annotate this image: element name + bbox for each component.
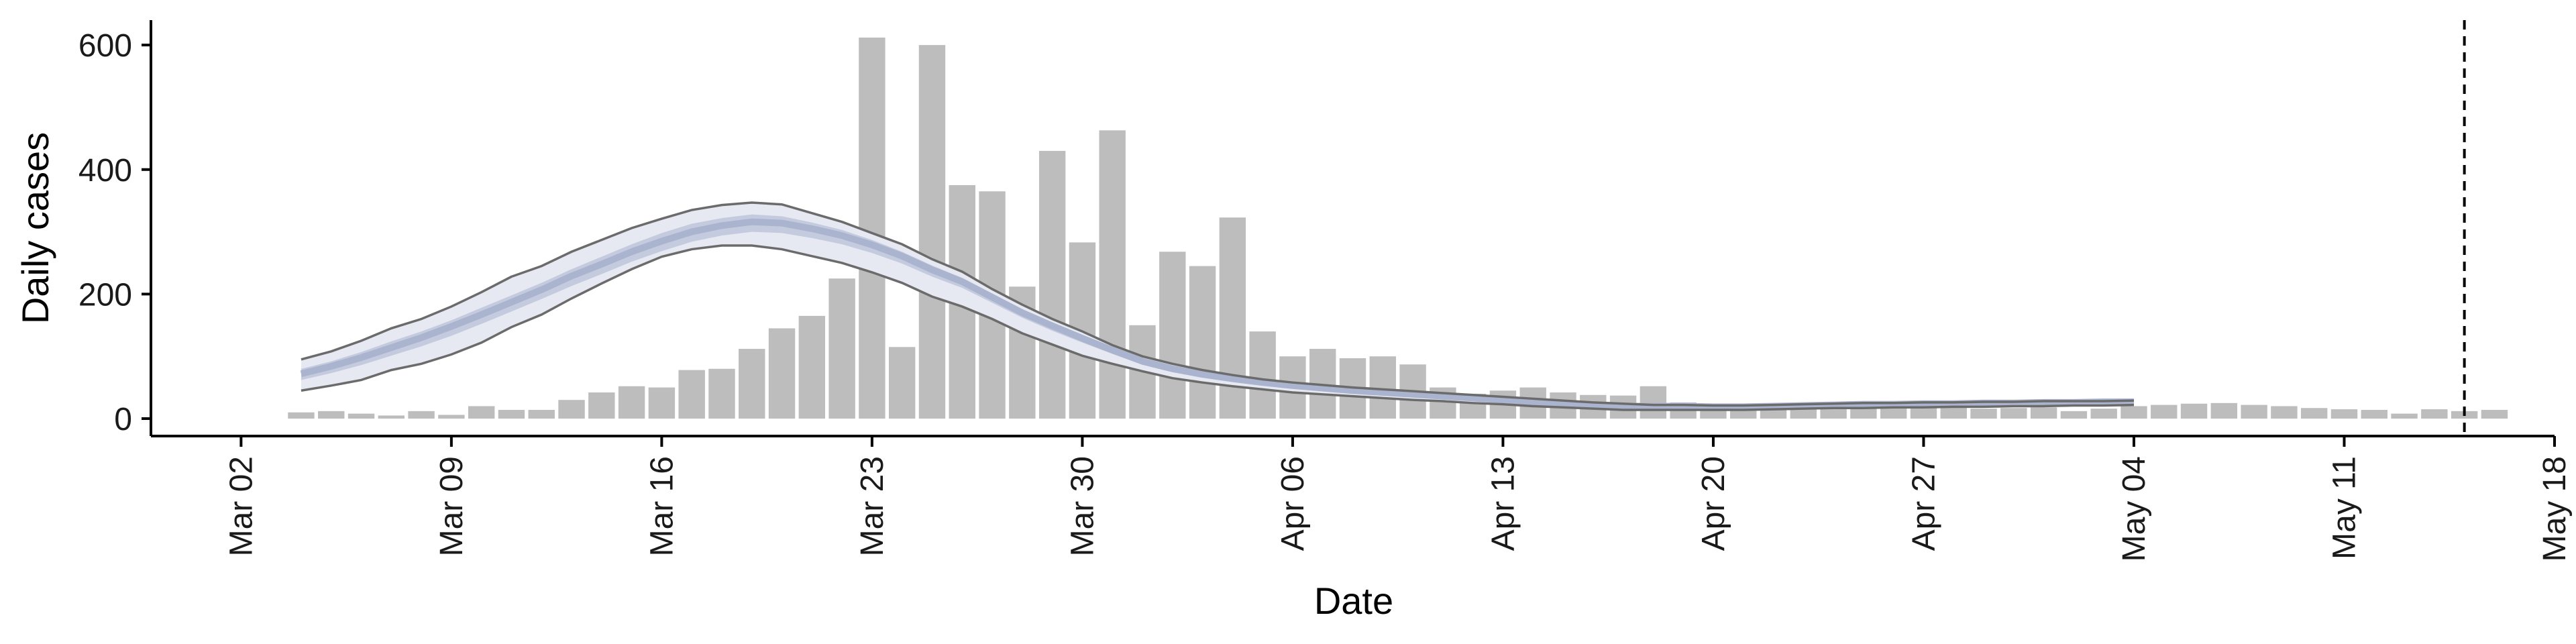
bar [1249, 331, 1276, 419]
bar [318, 411, 345, 419]
bar [2030, 407, 2057, 419]
bar [1640, 386, 1667, 419]
bar [1099, 130, 1126, 419]
x-tick-label: Mar 16 [644, 456, 680, 556]
bar [1910, 407, 1937, 419]
bar [468, 406, 495, 419]
bar [1970, 409, 1997, 419]
axes: 0 200 400 600 Mar 02 Mar 09 Mar 16 Mar 23 Mar 30… [78, 20, 2573, 561]
bar [498, 410, 525, 419]
median-estimate-line [300, 218, 2134, 411]
bar [798, 315, 826, 419]
bar [739, 349, 765, 419]
bar [1369, 356, 1396, 419]
bar [1159, 252, 1186, 419]
bar [678, 370, 705, 419]
bar [2271, 406, 2298, 419]
bar [1820, 409, 1847, 419]
bar [2241, 405, 2267, 419]
bar [588, 392, 615, 419]
bar [1850, 409, 1877, 419]
x-axis-title: Date [1314, 580, 1393, 622]
bar [2210, 402, 2238, 419]
bar [1189, 266, 1216, 419]
bar [2330, 409, 2358, 419]
y-tick-label: 200 [78, 277, 132, 313]
y-tick-label: 400 [78, 153, 132, 189]
plot-area [288, 20, 2508, 436]
bar [2391, 413, 2418, 419]
x-tick-label: Apr 20 [1696, 456, 1731, 551]
bar [2000, 408, 2027, 419]
bar [1219, 217, 1246, 419]
bar [2481, 410, 2508, 419]
bar [828, 278, 855, 419]
bar [347, 413, 375, 419]
bar [648, 387, 676, 419]
bar [378, 415, 405, 419]
x-tick-label: Mar 23 [855, 456, 890, 556]
bar [528, 410, 555, 419]
x-tick-label: May 18 [2537, 456, 2573, 561]
bar [2060, 411, 2088, 419]
x-tick-label: Apr 27 [1906, 456, 1941, 551]
outer-lower-line [301, 244, 2135, 411]
bar [618, 386, 645, 419]
y-tick-label: 0 [114, 402, 132, 437]
y-tick-label: 600 [78, 28, 132, 64]
bar [2300, 408, 2328, 419]
bar [918, 45, 946, 419]
bar [2151, 405, 2178, 419]
x-tick-label: May 11 [2326, 456, 2362, 559]
y-axis-title: Daily cases [14, 132, 56, 324]
bar [1940, 407, 1967, 419]
bar [558, 400, 585, 419]
outer-upper-line [301, 201, 2135, 407]
bar [2361, 410, 2387, 419]
x-tick-label: Apr 13 [1485, 456, 1521, 551]
bar [408, 411, 435, 419]
bar [2121, 406, 2147, 419]
x-tick-label: Apr 06 [1275, 456, 1311, 551]
x-tick-label: May 04 [2116, 456, 2152, 561]
bar [2180, 403, 2208, 419]
x-tick-label: Mar 09 [434, 456, 470, 556]
bar [1038, 150, 1066, 419]
bar [1790, 409, 1817, 419]
bar [1880, 407, 1907, 419]
bar [288, 412, 315, 419]
bar [438, 415, 465, 419]
bar [888, 347, 916, 419]
x-tick-label: Mar 30 [1065, 456, 1100, 556]
bar [2421, 409, 2448, 419]
bar [2090, 409, 2117, 419]
x-tick-label: Mar 02 [223, 456, 259, 556]
bar [859, 37, 885, 419]
bar [768, 328, 796, 419]
bar [1700, 409, 1727, 419]
bar [708, 368, 735, 419]
